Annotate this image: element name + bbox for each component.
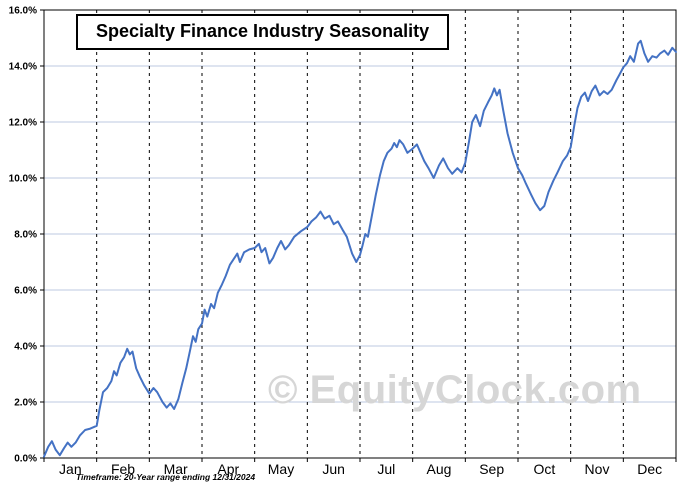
y-axis-label: 16.0% xyxy=(9,6,37,17)
x-axis-label: Nov xyxy=(585,461,610,477)
chart-subtitle: Timeframe: 20-Year range ending 12/31/20… xyxy=(76,472,256,482)
x-axis-label: Mar xyxy=(164,461,188,477)
x-axis-label: May xyxy=(268,461,294,477)
x-axis-label: Jul xyxy=(377,461,395,477)
y-axis-label: 8.0% xyxy=(14,230,37,241)
y-axis-label: 12.0% xyxy=(9,118,37,129)
seasonality-line xyxy=(43,39,677,458)
x-axis-label: Oct xyxy=(533,461,555,477)
y-axis-label: 2.0% xyxy=(14,398,37,409)
plot-border xyxy=(43,9,677,459)
y-axis-label: 6.0% xyxy=(14,286,37,297)
x-axis-label: Apr xyxy=(217,461,239,477)
y-axis-label: 4.0% xyxy=(14,342,37,353)
x-axis-label: Sep xyxy=(479,461,504,477)
x-axis-label: Feb xyxy=(111,461,135,477)
y-axis-label: 14.0% xyxy=(9,62,37,73)
x-axis-label: Dec xyxy=(637,461,662,477)
y-axis-label: 0.0% xyxy=(14,454,37,465)
y-axis-label: 10.0% xyxy=(9,174,37,185)
x-axis-label: Jun xyxy=(322,461,345,477)
watermark: © EquityClock.com xyxy=(268,368,642,412)
chart-title: Specialty Finance Industry Seasonality xyxy=(76,14,450,50)
x-axis-label: Jan xyxy=(59,461,82,477)
x-axis-label: Aug xyxy=(427,461,452,477)
